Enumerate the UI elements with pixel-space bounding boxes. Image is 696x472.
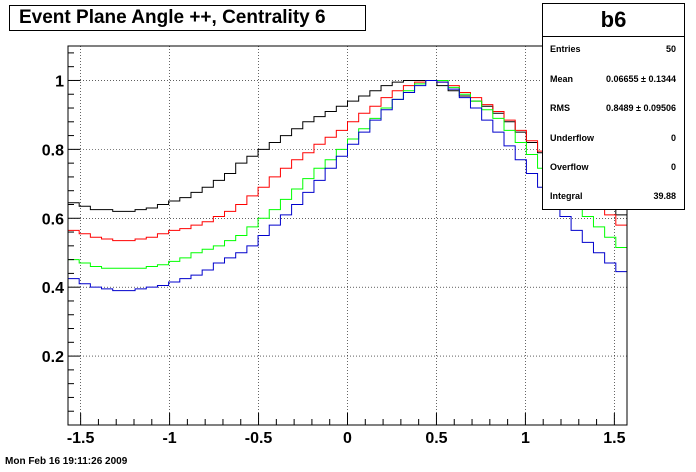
stats-row-entries: Entries 50 <box>550 44 676 56</box>
axes: 0.2 0.4 0.6 0.8 1 -1.5 -1 -0.5 0 0.5 1 1.5 <box>42 52 626 447</box>
stats-row-rms: RMS 0.8489 ± 0.09506 <box>550 103 676 115</box>
stats-box: b6 Entries 50 Mean 0.06655 ± 0.1344 RMS … <box>542 3 685 210</box>
y-tick-label: 0.6 <box>42 211 64 228</box>
x-tick-label: -1 <box>162 430 176 447</box>
stats-row-mean: Mean 0.06655 ± 0.1344 <box>550 74 676 86</box>
series-line-2 <box>68 79 627 242</box>
series-line-4 <box>68 79 627 292</box>
x-tick-label: 0 <box>343 430 352 447</box>
stats-mean-label: Mean <box>550 74 574 84</box>
y-tick-label: 0.4 <box>42 280 64 297</box>
stats-underflow-value: 0 <box>670 133 676 143</box>
stats-integral-value: 39.88 <box>653 191 676 201</box>
stats-mean-value: 0.06655 ± 0.1344 <box>605 74 676 84</box>
x-tick-label: 0.5 <box>425 430 447 447</box>
stats-entries-value: 50 <box>665 44 676 54</box>
x-tick-label: 1 <box>521 430 530 447</box>
y-tick-label: 1 <box>55 73 64 90</box>
y-tick-label: 0.2 <box>42 349 64 366</box>
stats-rms-value: 0.8489 ± 0.09506 <box>605 103 676 113</box>
chart-title: Event Plane Angle ++, Centrality 6 <box>9 5 366 31</box>
stats-entries-label: Entries <box>550 44 581 54</box>
series-group <box>68 79 627 292</box>
stats-row-overflow: Overflow 0 <box>550 162 676 174</box>
stats-histogram-name: b6 <box>543 4 684 37</box>
stats-underflow-label: Underflow <box>550 133 594 143</box>
x-tick-label: 1.5 <box>603 430 625 447</box>
y-tick-label: 0.8 <box>42 142 64 159</box>
stats-integral-label: Integral <box>550 191 583 201</box>
stats-overflow-label: Overflow <box>550 162 589 172</box>
x-tick-label: -0.5 <box>245 430 273 447</box>
grid-lines <box>68 46 627 425</box>
timestamp-label: Mon Feb 16 19:11:26 2009 <box>5 456 128 467</box>
stats-row-underflow: Underflow 0 <box>550 133 676 145</box>
stats-overflow-value: 0 <box>670 162 676 172</box>
series-line-3 <box>68 79 627 269</box>
x-tick-label: -1.5 <box>67 430 95 447</box>
stats-row-integral: Integral 39.88 <box>550 191 676 203</box>
stats-rms-label: RMS <box>550 103 570 113</box>
